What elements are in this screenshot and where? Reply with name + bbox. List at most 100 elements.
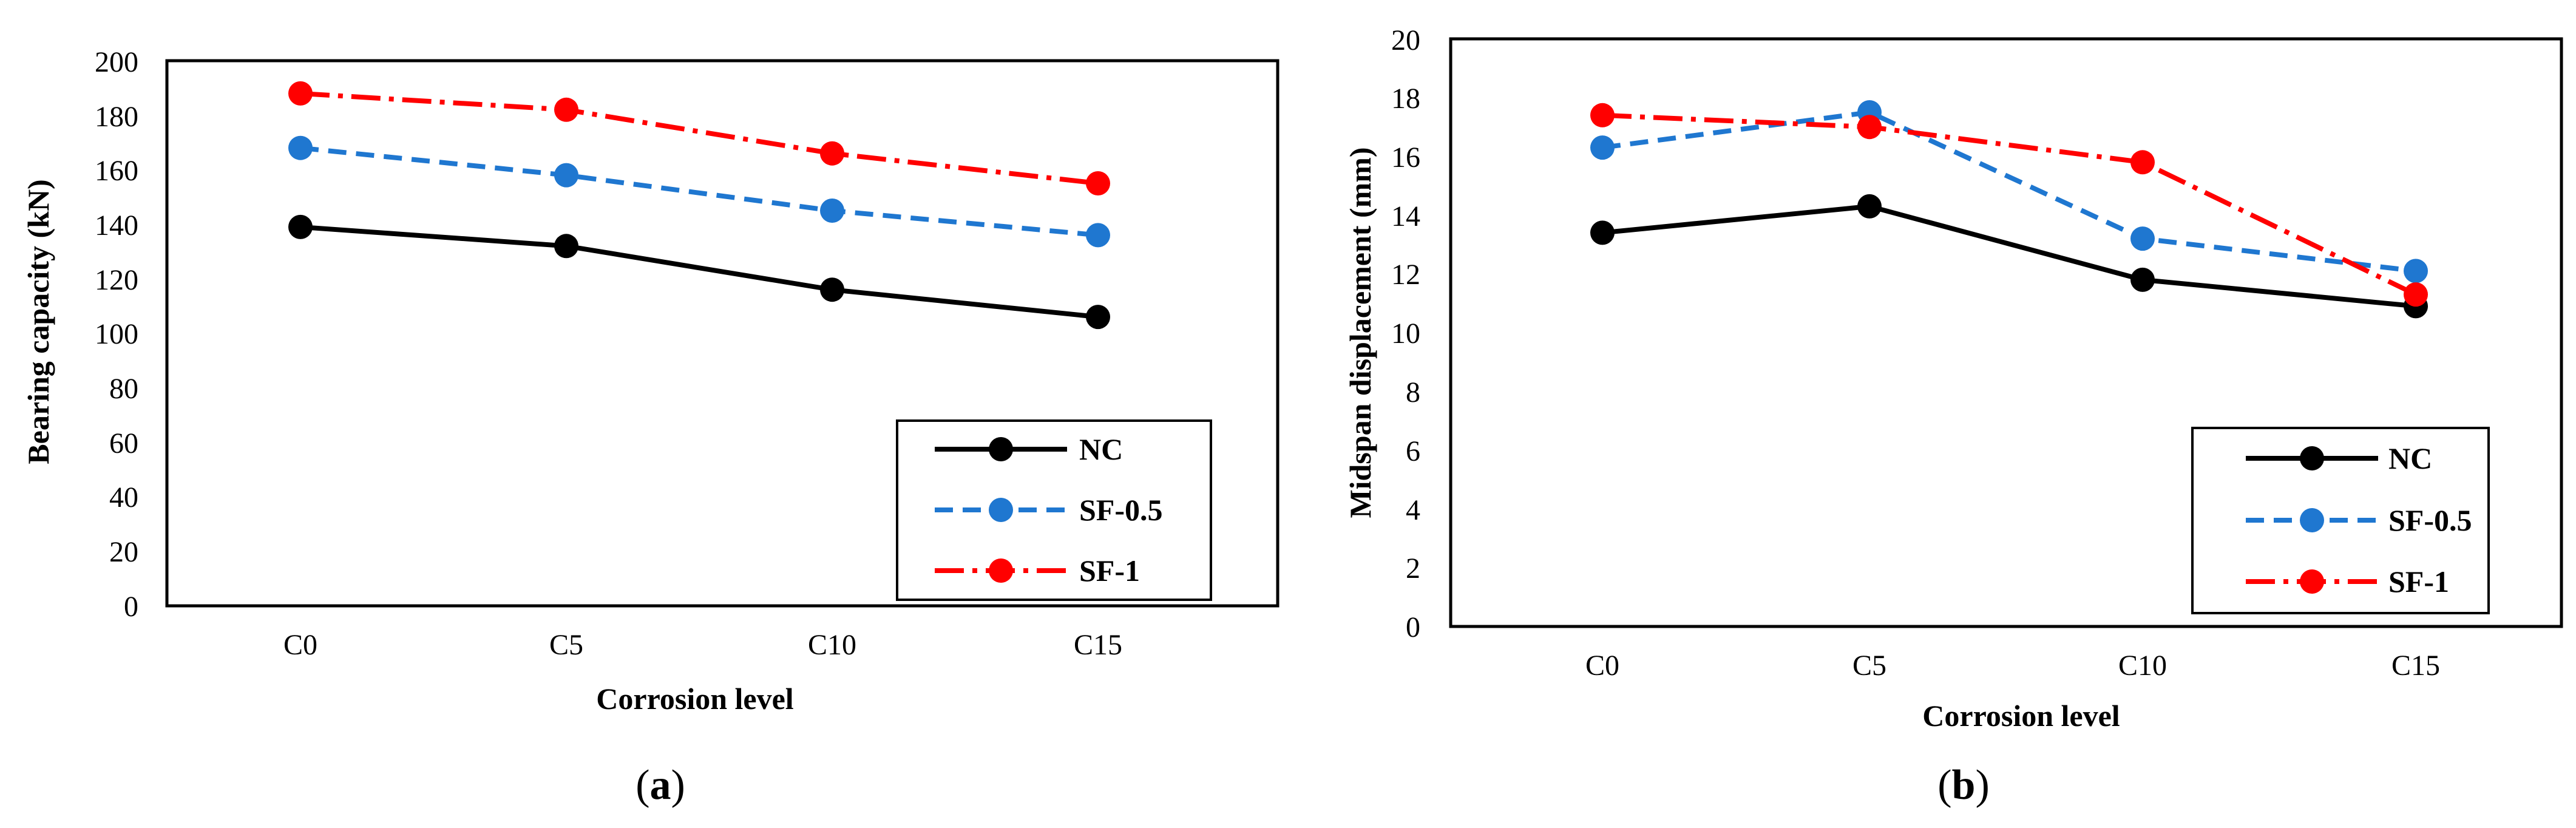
- x-tick-label: C5: [1852, 650, 1886, 682]
- y-tick-label: 4: [1406, 494, 1420, 526]
- y-tick-label: 12: [1391, 259, 1420, 291]
- data-point-sf-1-c0: [1590, 103, 1615, 127]
- panel-a-series: [288, 81, 1110, 330]
- panel-b-x-axis-title: Corrosion level: [1922, 699, 2120, 733]
- y-tick-label: 200: [95, 46, 138, 78]
- data-point-nc-c5: [1857, 194, 1882, 219]
- data-point-sf-1-c10: [820, 141, 844, 166]
- panel-a-label-close: ): [671, 762, 685, 809]
- legend-marker-sf-1: [2300, 569, 2324, 594]
- data-point-nc-c0: [288, 214, 313, 239]
- data-point-nc-c10: [820, 277, 844, 302]
- data-point-sf-0-5-c0: [1590, 135, 1615, 160]
- data-point-sf-0-5-c15: [1086, 223, 1110, 248]
- y-tick-label: 2: [1406, 552, 1420, 585]
- x-tick-label: C10: [2118, 650, 2167, 682]
- panel-a-x-axis-title: Corrosion level: [596, 682, 794, 716]
- legend-entry-sf-1: SF-1: [935, 554, 1140, 588]
- panel-b-label: (b): [1937, 762, 1990, 809]
- data-point-nc-c0: [1590, 220, 1615, 245]
- y-tick-label: 140: [95, 209, 138, 242]
- y-tick-label: 160: [95, 155, 138, 187]
- series-line-sf-1: [300, 90, 1099, 186]
- x-tick-label: C15: [2391, 650, 2440, 682]
- legend-label-sf-0-5: SF-0.5: [1079, 493, 1163, 527]
- panel-a-plot-frame: [165, 59, 1280, 608]
- legend-marker-sf-0-5: [2300, 508, 2324, 532]
- series-line-nc: [1602, 203, 2416, 309]
- panel-a-chart: 0 20 40 60 80 100 120 140 160 180 200 C0…: [21, 46, 1280, 809]
- legend-entry-sf-0-5: SF-0.5: [935, 493, 1163, 527]
- data-point-sf-1-c0: [288, 81, 313, 106]
- panel-b-y-axis-title: Midspan displacement (mm): [1343, 147, 1377, 518]
- legend-label-nc: NC: [1079, 432, 1123, 466]
- data-point-nc-c10: [2130, 267, 2155, 292]
- series-line-sf-1: [1602, 112, 2417, 297]
- data-point-sf-0-5-c15: [2404, 259, 2428, 283]
- panel-b-legend: NC SF-0.5 SF-1: [2191, 427, 2490, 614]
- y-tick-label: 180: [95, 101, 138, 133]
- data-point-sf-1-c5: [554, 97, 578, 122]
- legend-marker-nc: [2300, 446, 2324, 470]
- legend-entry-nc: NC: [935, 432, 1123, 466]
- data-point-nc-c5: [554, 234, 578, 259]
- panel-b-y-ticks: 0 2 4 6 8 10 12 14 16 18 20: [1391, 24, 1420, 643]
- panel-b-plot-frame: [1449, 37, 2563, 628]
- legend-entry-sf-0-5: SF-0.5: [2246, 503, 2472, 537]
- panel-b-label-close: ): [1975, 762, 1989, 809]
- x-tick-label: C10: [808, 629, 856, 661]
- y-tick-label: 0: [1406, 611, 1420, 643]
- y-tick-label: 120: [95, 264, 138, 296]
- x-tick-label: C5: [549, 629, 583, 661]
- data-point-sf-0-5-c0: [288, 135, 313, 160]
- panel-a-label-open: (: [636, 762, 649, 809]
- legend-label-sf-0-5: SF-0.5: [2388, 503, 2472, 537]
- y-tick-label: 100: [95, 318, 138, 350]
- data-point-sf-0-5-c10: [820, 199, 844, 223]
- panel-a-y-ticks: 0 20 40 60 80 100 120 140 160 180 200: [95, 46, 138, 623]
- y-tick-label: 8: [1406, 376, 1420, 409]
- data-point-nc-c15: [1086, 305, 1110, 330]
- x-tick-label: C0: [283, 629, 317, 661]
- panel-a-label-letter: a: [650, 762, 671, 809]
- series-line-sf-0-5: [1602, 109, 2416, 274]
- panel-b-chart: 0 2 4 6 8 10 12 14 16 18 20 C0 C5 C10 C1…: [1343, 24, 2563, 809]
- legend-entry-nc: NC: [2246, 441, 2432, 475]
- legend-label-nc: NC: [2388, 441, 2432, 475]
- series-line-nc: [300, 224, 1099, 320]
- legend-marker-nc: [989, 437, 1013, 461]
- data-point-sf-1-c15: [1086, 171, 1110, 195]
- y-tick-label: 40: [109, 481, 138, 514]
- y-tick-label: 16: [1391, 141, 1420, 174]
- legend-entry-sf-1: SF-1: [2246, 565, 2449, 599]
- legend-marker-sf-0-5: [989, 498, 1013, 522]
- y-tick-label: 18: [1391, 83, 1420, 115]
- y-tick-label: 10: [1391, 317, 1420, 350]
- panel-b-label-open: (: [1937, 762, 1951, 809]
- data-point-sf-0-5-c10: [2130, 226, 2155, 251]
- panel-b-series: [1590, 100, 2428, 319]
- panel-a-y-axis-title: Bearing capacity (kN): [21, 179, 55, 464]
- panel-a-label: (a): [636, 762, 685, 809]
- panel-b-label-letter: b: [1952, 762, 1976, 809]
- data-point-sf-1-c5: [1857, 115, 1882, 140]
- data-point-sf-1-c10: [2130, 150, 2155, 175]
- data-point-sf-1-c15: [2404, 282, 2428, 307]
- x-tick-label: C0: [1585, 650, 1619, 682]
- panel-a-legend: NC SF-0.5 SF-1: [896, 419, 1212, 601]
- y-tick-label: 20: [1391, 24, 1420, 56]
- legend-label-sf-1: SF-1: [1079, 554, 1140, 588]
- series-line-sf-0-5: [300, 145, 1099, 238]
- x-tick-label: C15: [1074, 629, 1122, 661]
- y-tick-label: 20: [109, 536, 138, 568]
- panel-a-x-ticks: C0 C5 C10 C15: [283, 629, 1122, 661]
- y-tick-label: 60: [109, 427, 138, 460]
- y-tick-label: 80: [109, 373, 138, 405]
- data-point-sf-0-5-c5: [554, 163, 578, 188]
- legend-marker-sf-1: [989, 558, 1013, 583]
- panel-b-x-ticks: C0 C5 C10 C15: [1585, 650, 2440, 682]
- y-tick-label: 0: [124, 591, 138, 623]
- legend-label-sf-1: SF-1: [2388, 565, 2449, 599]
- y-tick-label: 14: [1391, 200, 1420, 232]
